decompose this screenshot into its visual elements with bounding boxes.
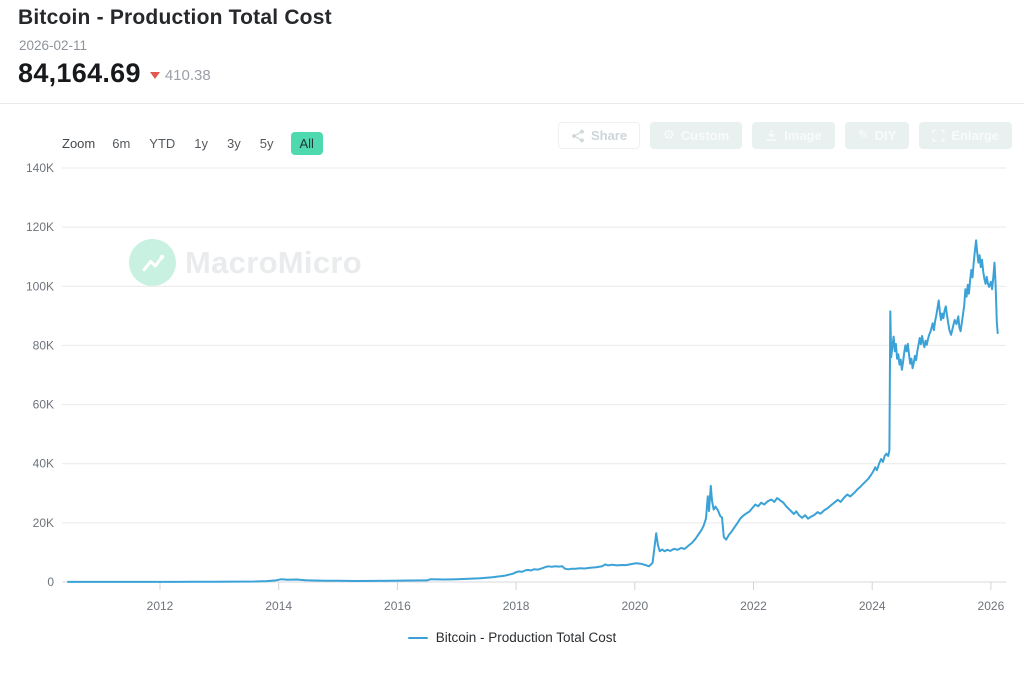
svg-text:140K: 140K <box>26 161 54 175</box>
svg-text:40K: 40K <box>33 457 54 471</box>
chart-card: Zoom 6m YTD 1y 3y 5y All Share ⚙ Custom <box>0 104 1024 674</box>
svg-text:2020: 2020 <box>621 599 648 613</box>
svg-text:80K: 80K <box>33 338 54 352</box>
legend-label: Bitcoin - Production Total Cost <box>435 630 617 645</box>
gridlines-group <box>62 167 1006 583</box>
svg-text:2018: 2018 <box>503 599 530 613</box>
share-button[interactable]: Share <box>557 122 641 149</box>
enlarge-label: Enlarge <box>951 128 999 143</box>
range-1y-button[interactable]: 1y <box>194 136 209 151</box>
price-row: 84,164.69 410.38 <box>18 58 211 89</box>
quote-date: 2026-02-11 <box>19 38 88 53</box>
svg-text:2012: 2012 <box>147 599 174 613</box>
gear-icon: ⚙ <box>663 128 675 143</box>
diy-button[interactable]: ✎ DIY <box>844 122 910 149</box>
enlarge-icon <box>932 129 945 142</box>
svg-text:2024: 2024 <box>859 599 886 613</box>
zoom-label: Zoom <box>62 136 96 151</box>
series-line <box>67 239 999 583</box>
triangle-down-icon <box>149 72 160 79</box>
y-axis-labels: 0 20K 40K 60K 80K 100K 120K 140K <box>26 161 54 589</box>
svg-text:0: 0 <box>47 575 54 589</box>
svg-text:2022: 2022 <box>740 599 767 613</box>
range-6m-button[interactable]: 6m <box>112 136 131 151</box>
chart-actions: Share ⚙ Custom Image ✎ DIY <box>557 122 1012 149</box>
range-3y-button[interactable]: 3y <box>227 136 241 151</box>
svg-text:20K: 20K <box>33 516 54 530</box>
diy-label: DIY <box>874 128 897 143</box>
svg-text:120K: 120K <box>26 220 54 234</box>
range-ytd-button[interactable]: YTD <box>149 136 176 151</box>
header-divider <box>0 103 1024 104</box>
legend-line-marker <box>407 636 428 639</box>
custom-label: Custom <box>680 128 730 143</box>
price-change: 410.38 <box>149 67 211 84</box>
svg-text:2026: 2026 <box>978 599 1005 613</box>
enlarge-button[interactable]: Enlarge <box>919 122 1012 149</box>
svg-text:2014: 2014 <box>265 599 292 613</box>
image-button[interactable]: Image <box>752 122 835 149</box>
x-axis-group: 2012 2014 2016 2018 2020 2022 2024 2026 <box>147 582 1005 613</box>
chart-legend[interactable]: Bitcoin - Production Total Cost <box>0 630 1024 645</box>
range-5y-button[interactable]: 5y <box>259 136 274 151</box>
custom-button[interactable]: ⚙ Custom <box>650 122 743 149</box>
page-title: Bitcoin - Production Total Cost <box>18 6 332 29</box>
svg-text:100K: 100K <box>26 279 54 293</box>
svg-text:60K: 60K <box>33 398 54 412</box>
share-label: Share <box>590 128 628 143</box>
price-change-value: 410.38 <box>164 67 211 84</box>
share-icon <box>572 129 584 142</box>
pencil-icon: ✎ <box>857 128 869 143</box>
download-icon <box>766 129 777 141</box>
svg-text:2016: 2016 <box>384 599 411 613</box>
image-label: Image <box>784 128 822 143</box>
range-all-button[interactable]: All <box>290 132 323 155</box>
range-selector: Zoom 6m YTD 1y 3y 5y All <box>62 132 323 155</box>
latest-price: 84,164.69 <box>18 58 141 88</box>
